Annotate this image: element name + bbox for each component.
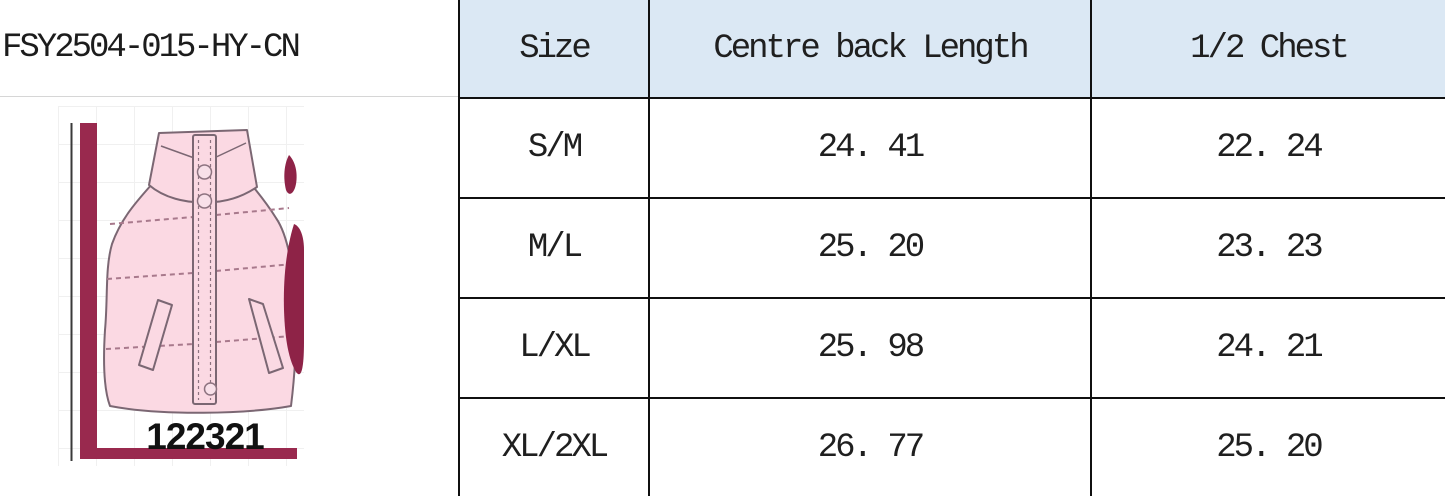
frame-left-bar xyxy=(80,123,97,459)
table-row-half-chest: 23. 23 xyxy=(1090,199,1445,299)
table-row-half-chest: 22. 24 xyxy=(1090,99,1445,199)
vest-buttons xyxy=(196,164,218,396)
product-code-cell: FSY2504-015-HY-CN xyxy=(0,0,458,97)
table-row-centre-back-length: 25. 98 xyxy=(648,299,1090,399)
frame-bottom-bar xyxy=(80,448,297,459)
product-image: 122321 xyxy=(0,98,458,496)
table-row-size: XL/2XL xyxy=(458,399,648,496)
table-row-size: S/M xyxy=(458,99,648,199)
puffer-vest-illustration xyxy=(70,123,304,461)
size-value: XL/2XL xyxy=(501,428,609,467)
length-value: 26. 77 xyxy=(817,428,925,467)
header-label: Centre back Length xyxy=(713,29,1029,68)
product-style-code: FSY2504-015-HY-CN xyxy=(2,29,301,67)
table-row-size: L/XL xyxy=(458,299,648,399)
chest-value: 24. 21 xyxy=(1216,329,1323,367)
left-pocket xyxy=(138,299,173,371)
header-label: Size xyxy=(519,29,592,68)
dark-garment-top xyxy=(284,155,297,194)
chest-value: 22. 24 xyxy=(1216,129,1323,167)
size-value: M/L xyxy=(527,229,583,267)
dark-garment-side xyxy=(283,224,304,375)
table-row-half-chest: 24. 21 xyxy=(1090,299,1445,399)
table-row-size: M/L xyxy=(458,199,648,299)
quilt-stitch-lines xyxy=(105,207,294,350)
table-row-centre-back-length: 24. 41 xyxy=(648,99,1090,199)
column-header-half-chest: 1/2 Chest xyxy=(1090,0,1445,99)
size-value: L/XL xyxy=(519,329,592,367)
column-header-centre-back-length: Centre back Length xyxy=(648,0,1090,99)
size-value: S/M xyxy=(527,129,583,167)
table-row-centre-back-length: 26. 77 xyxy=(648,399,1090,496)
header-label: 1/2 Chest xyxy=(1190,29,1350,68)
placket-stitching xyxy=(197,140,212,400)
product-panel: FSY2504-015-HY-CN xyxy=(0,0,458,496)
table-row-half-chest: 25. 20 xyxy=(1090,399,1445,496)
chest-value: 25. 20 xyxy=(1216,428,1323,467)
size-table: Size Centre back Length 1/2 Chest S/M 24… xyxy=(458,0,1445,496)
collar-fold-lines xyxy=(160,142,247,160)
length-value: 24. 41 xyxy=(817,129,925,167)
table-row-centre-back-length: 25. 20 xyxy=(648,199,1090,299)
length-value: 25. 98 xyxy=(817,329,925,367)
right-pocket xyxy=(248,298,284,374)
product-image-number: 122321 xyxy=(146,416,264,457)
length-value: 25. 20 xyxy=(817,229,925,267)
chest-value: 23. 23 xyxy=(1216,229,1323,267)
column-header-size: Size xyxy=(458,0,648,99)
